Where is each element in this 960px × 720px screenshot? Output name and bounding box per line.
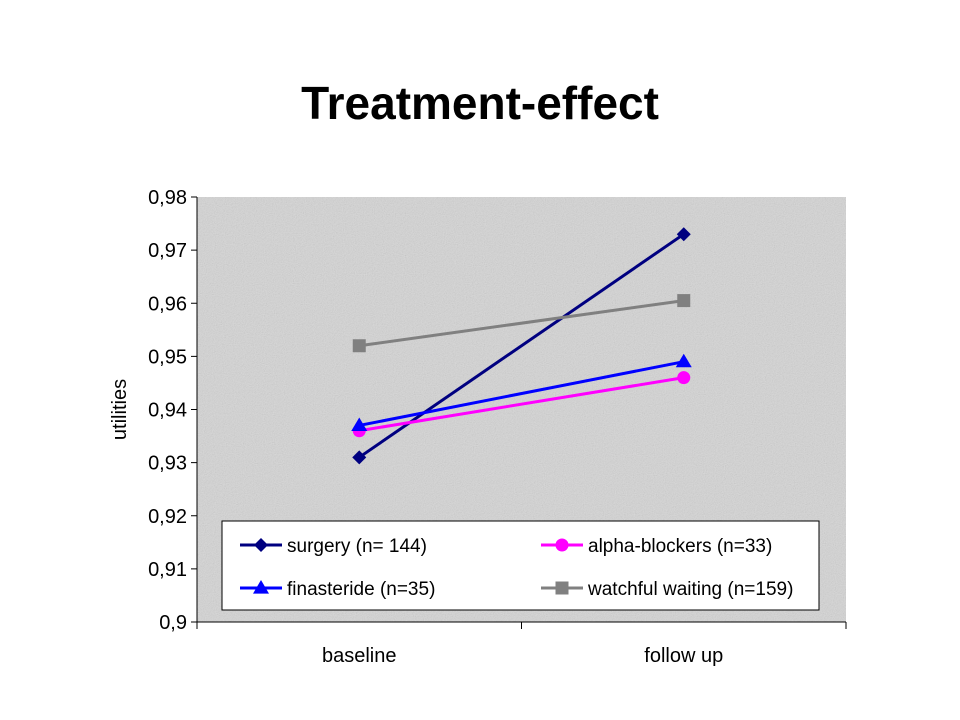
data-point [677, 371, 691, 385]
legend-label: alpha-blockers (n=33) [588, 536, 772, 557]
legend-item: alpha-blockers (n=33) [541, 536, 772, 557]
slide-title: Treatment-effect [301, 77, 659, 129]
data-point [352, 339, 366, 353]
series-2 [351, 353, 692, 432]
series-line [359, 299, 684, 348]
series-3 [352, 294, 691, 353]
x-tick-label: follow up [644, 645, 723, 667]
y-tick-label: 0,9 [159, 612, 187, 634]
legend-label: watchful waiting (n=159) [587, 579, 793, 600]
legend-marker [253, 580, 269, 594]
data-point [675, 353, 692, 368]
legend-item: finasteride (n=35) [240, 579, 435, 600]
y-axis-title: utilities [109, 379, 131, 440]
series-line [359, 376, 684, 433]
y-tick-label: 0,95 [148, 346, 187, 368]
legend-label: surgery (n= 144) [287, 536, 427, 557]
y-tick-label: 0,91 [148, 559, 187, 581]
data-point [351, 417, 368, 432]
legend-label: finasteride (n=35) [287, 579, 435, 600]
legend-item: surgery (n= 144) [240, 536, 427, 557]
legend-marker [555, 538, 569, 552]
data-point [677, 294, 691, 308]
series-line [358, 360, 685, 427]
legend-marker [254, 538, 268, 552]
x-tick-label: baseline [322, 645, 397, 667]
y-tick-label: 0,93 [148, 453, 187, 475]
series-line [358, 232, 685, 459]
y-tick-label: 0,94 [148, 400, 187, 422]
legend-item: watchful waiting (n=159) [541, 579, 793, 600]
y-tick-label: 0,92 [148, 506, 187, 528]
data-point [352, 450, 367, 465]
data-point [676, 227, 691, 242]
series-0 [352, 227, 691, 465]
y-tick-label: 0,98 [148, 187, 187, 209]
y-tick-label: 0,97 [148, 240, 187, 262]
legend-marker [555, 581, 569, 595]
legend-box [221, 520, 820, 611]
y-tick-label: 0,96 [148, 293, 187, 315]
